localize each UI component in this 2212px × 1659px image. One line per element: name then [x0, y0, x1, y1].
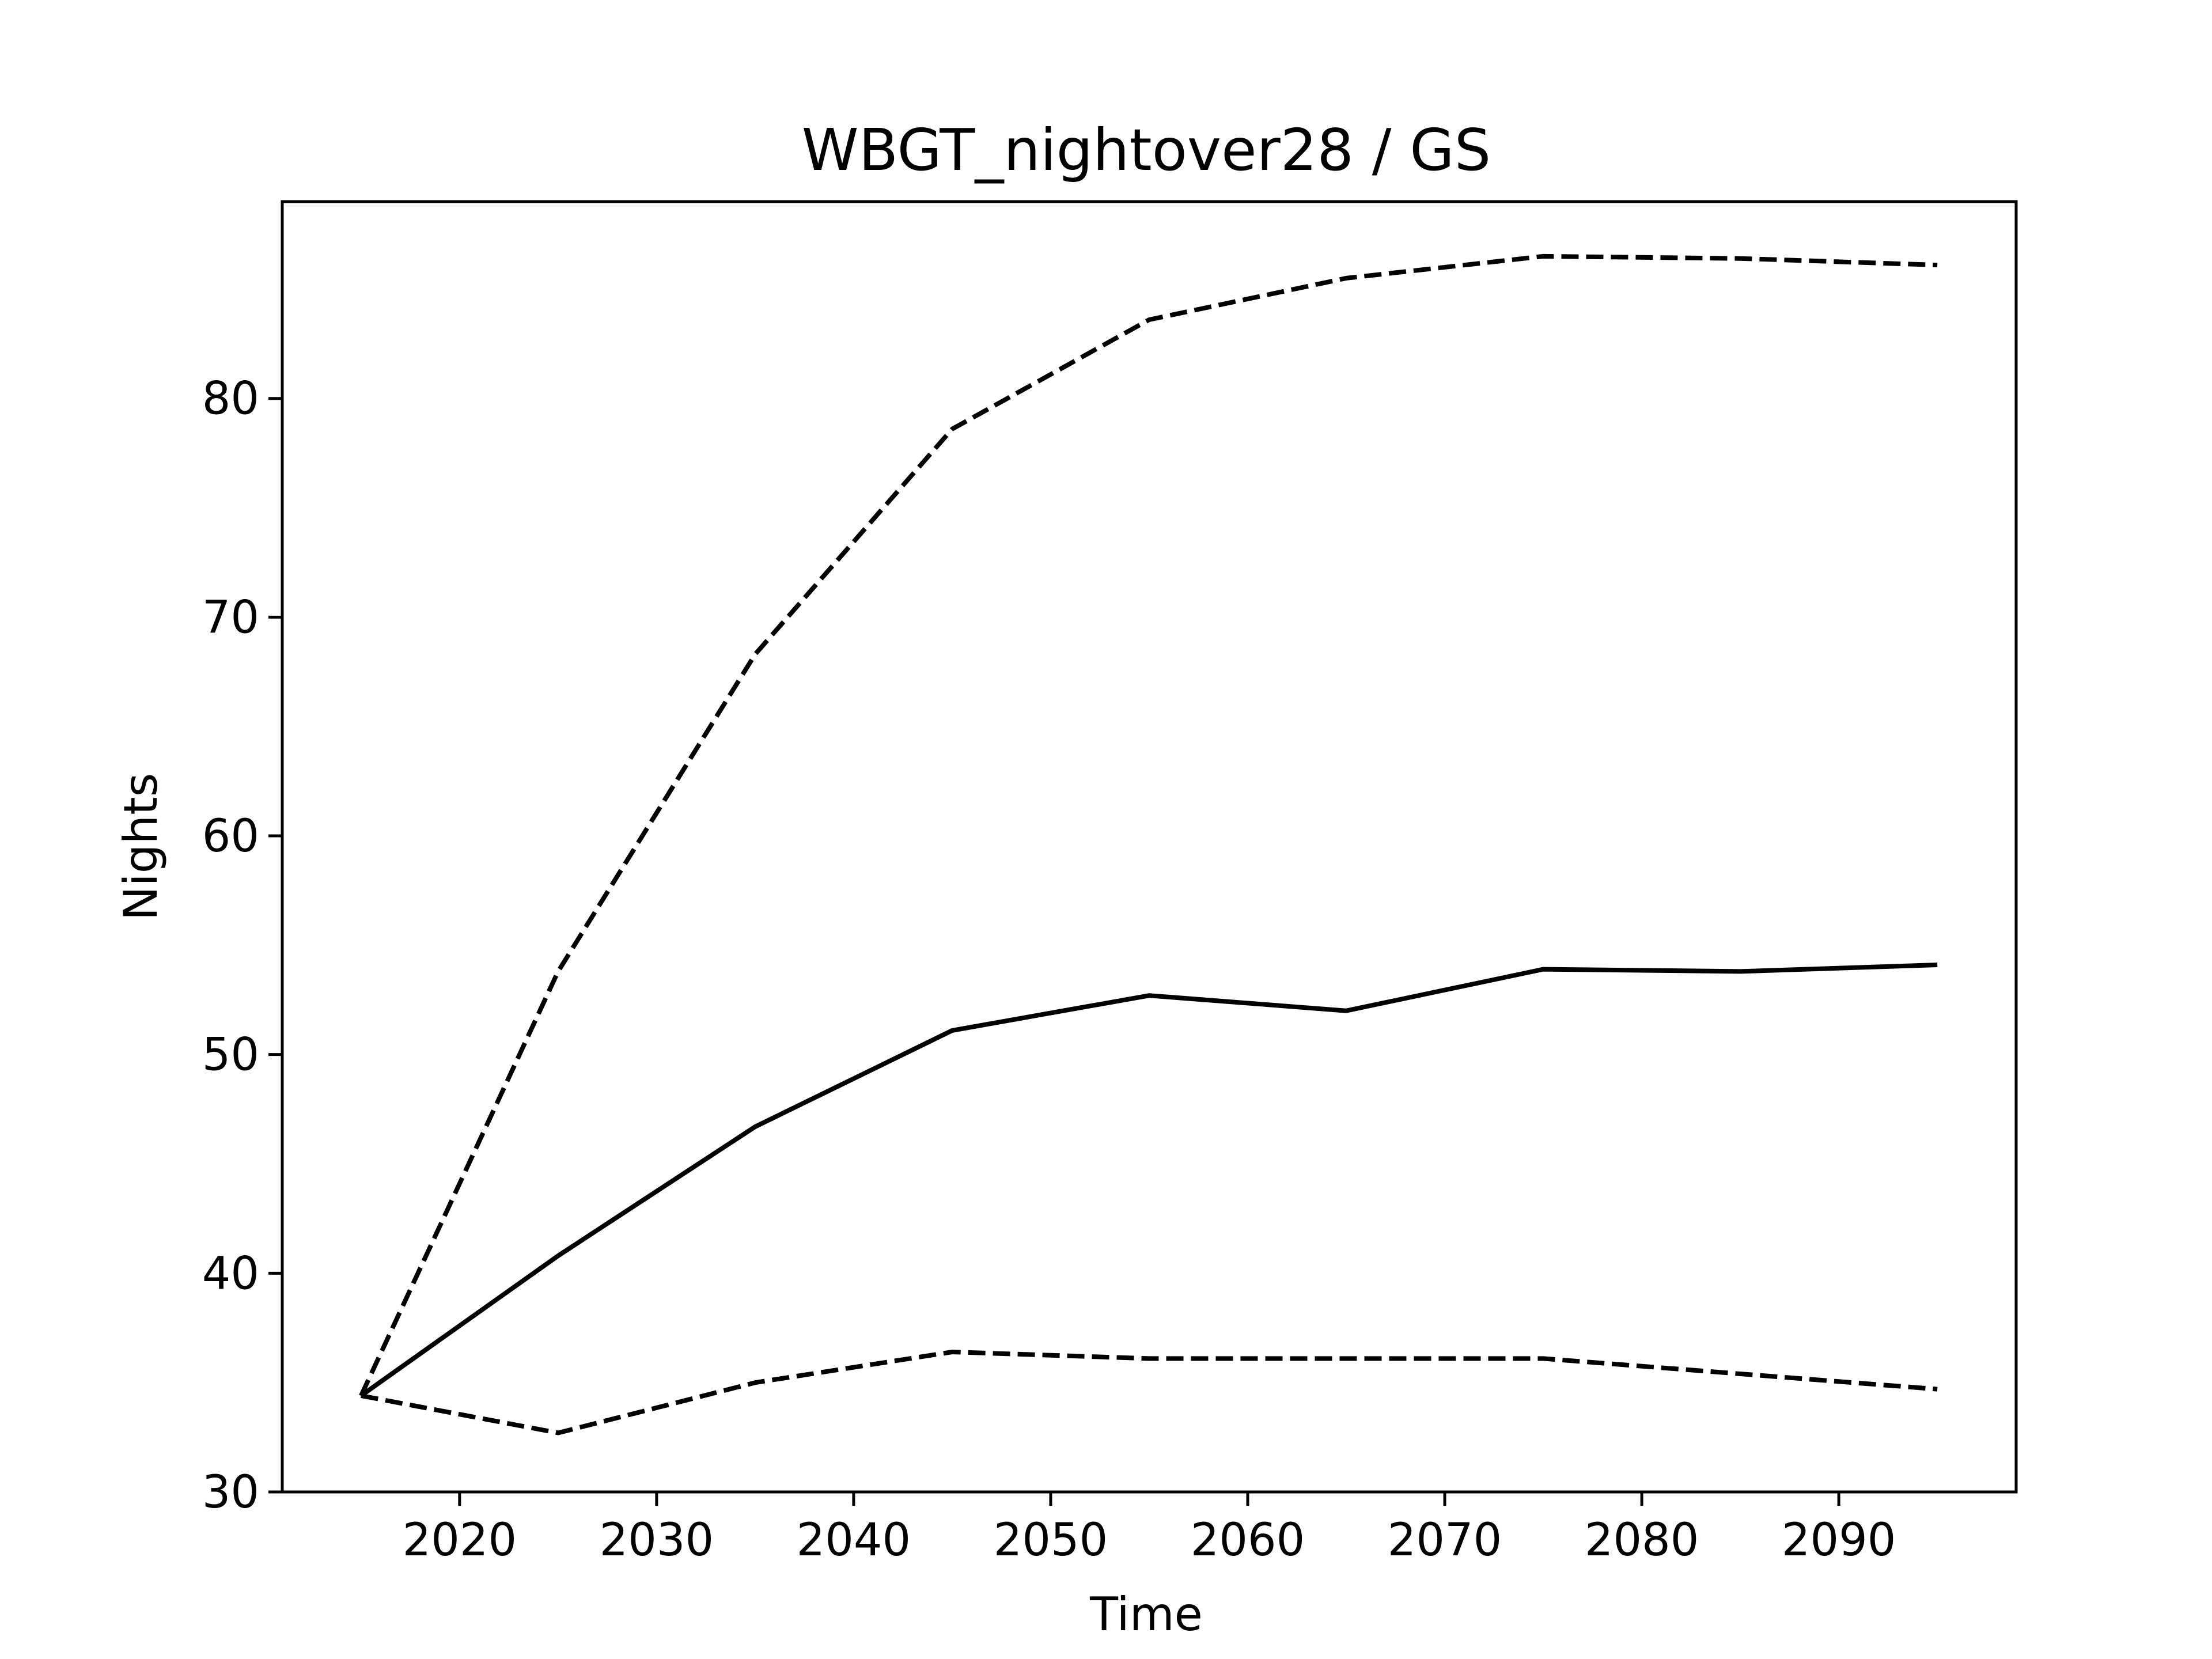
x-tick-label: 2080 [1585, 1514, 1699, 1566]
upper-dashed-line [359, 253, 1938, 1397]
x-tick-label: 2030 [600, 1514, 714, 1566]
x-tick-label: 2020 [403, 1514, 517, 1566]
y-tick-label: 60 [202, 810, 259, 862]
chart-title: WBGT_nightover28 / GS [802, 116, 1491, 184]
x-tick-label: 2040 [797, 1514, 911, 1566]
y-axis-label: Nights [114, 773, 168, 921]
x-tick-label: 2050 [994, 1514, 1108, 1566]
y-tick-label: 30 [202, 1467, 259, 1518]
y-tick-label: 70 [202, 592, 259, 643]
x-axis-ticks: 2020 2030 2040 2050 2060 2070 2080 2090 [403, 1492, 1896, 1566]
y-axis-ticks: 30 40 50 60 70 80 [202, 373, 282, 1518]
x-tick-label: 2090 [1782, 1514, 1896, 1566]
plot-frame [281, 200, 2018, 1494]
x-tick-label: 2060 [1191, 1514, 1305, 1566]
y-tick-label: 50 [202, 1029, 259, 1081]
lower-dashed-line [361, 1350, 1938, 1435]
x-axis-label: Time [1089, 1588, 1203, 1641]
series-lines [359, 253, 1938, 1435]
x-tick-label: 2070 [1388, 1514, 1502, 1566]
y-tick-label: 80 [202, 373, 259, 425]
y-tick-label: 40 [202, 1248, 259, 1300]
median-solid-line [359, 963, 1938, 1398]
